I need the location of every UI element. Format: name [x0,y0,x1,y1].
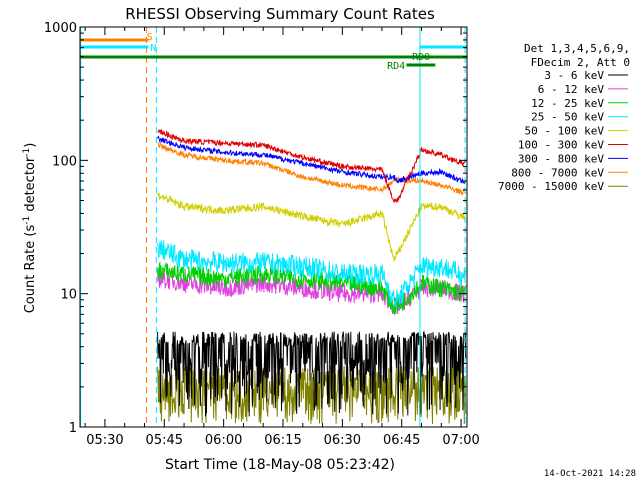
flag-label-n: N [150,43,156,54]
y-axis-label-sup1: -1 [22,216,32,225]
x-tick-label: 06:45 [383,433,420,448]
legend-label: 7000 - 15000 keV [498,180,604,193]
y-axis-label-sup2: -1 [22,148,32,157]
x-tick-label: 05:30 [86,433,123,448]
x-tick-label: 05:45 [146,433,183,448]
x-tick-label: 06:00 [205,433,242,448]
legend-header-1: Det 1,3,4,5,6,9, [524,42,630,55]
legend-label: 12 - 25 keV [531,97,604,110]
plot-area: SN RDO RD4 [80,27,467,427]
legend-label: 100 - 300 keV [518,139,604,152]
chart-title: RHESSI Observing Summary Count Rates [125,5,435,23]
series-line-r25-50 [157,240,467,308]
series-line-r3-6 [157,330,467,417]
legend-header-2: FDecim 2, Att 0 [531,56,630,69]
x-axis-label: Start Time (18-May-08 05:23:42) [165,457,395,473]
y-tick-label: 100 [52,154,77,169]
series-line-r50-100 [157,192,466,262]
x-tick-label: 06:30 [324,433,361,448]
y-tick-label: 10 [60,288,77,303]
y-tick-label: 1 [69,421,77,436]
y-axis-label-main: Count Rate (s [23,225,38,314]
x-tick-label: 06:15 [264,433,301,448]
legend-label: 6 - 12 keV [538,83,605,96]
y-axis-label: Count Rate (s-1 detector-1) [22,143,38,314]
plot-frame [79,26,468,428]
y-axis-label-end: ) [23,143,38,148]
legend-label: 300 - 800 keV [518,152,604,165]
series-line-r300-800 [157,135,467,185]
series-line-r100-300 [157,128,467,204]
axes: 1 10 100 1000 05:30 05:45 06:00 06:15 06:30 06:45… [44,21,480,448]
legend-label: 50 - 100 keV [525,125,605,138]
flag-label-s: S [147,32,153,43]
flag-label-rd4: RD4 [387,61,405,72]
series-line-r800-7000 [157,141,467,196]
legend-label: 25 - 50 keV [531,111,604,124]
y-axis-label-mid: detector [23,156,38,216]
x-tick-label: 07:00 [442,433,479,448]
y-tick-label: 1000 [44,21,77,36]
legend-label: 800 - 7000 keV [511,166,604,179]
flag-label-rdo: RDO [412,52,430,63]
legend-label: 3 - 6 keV [544,69,604,82]
footer-date: 14-Oct-2021 14:28 [544,469,636,479]
